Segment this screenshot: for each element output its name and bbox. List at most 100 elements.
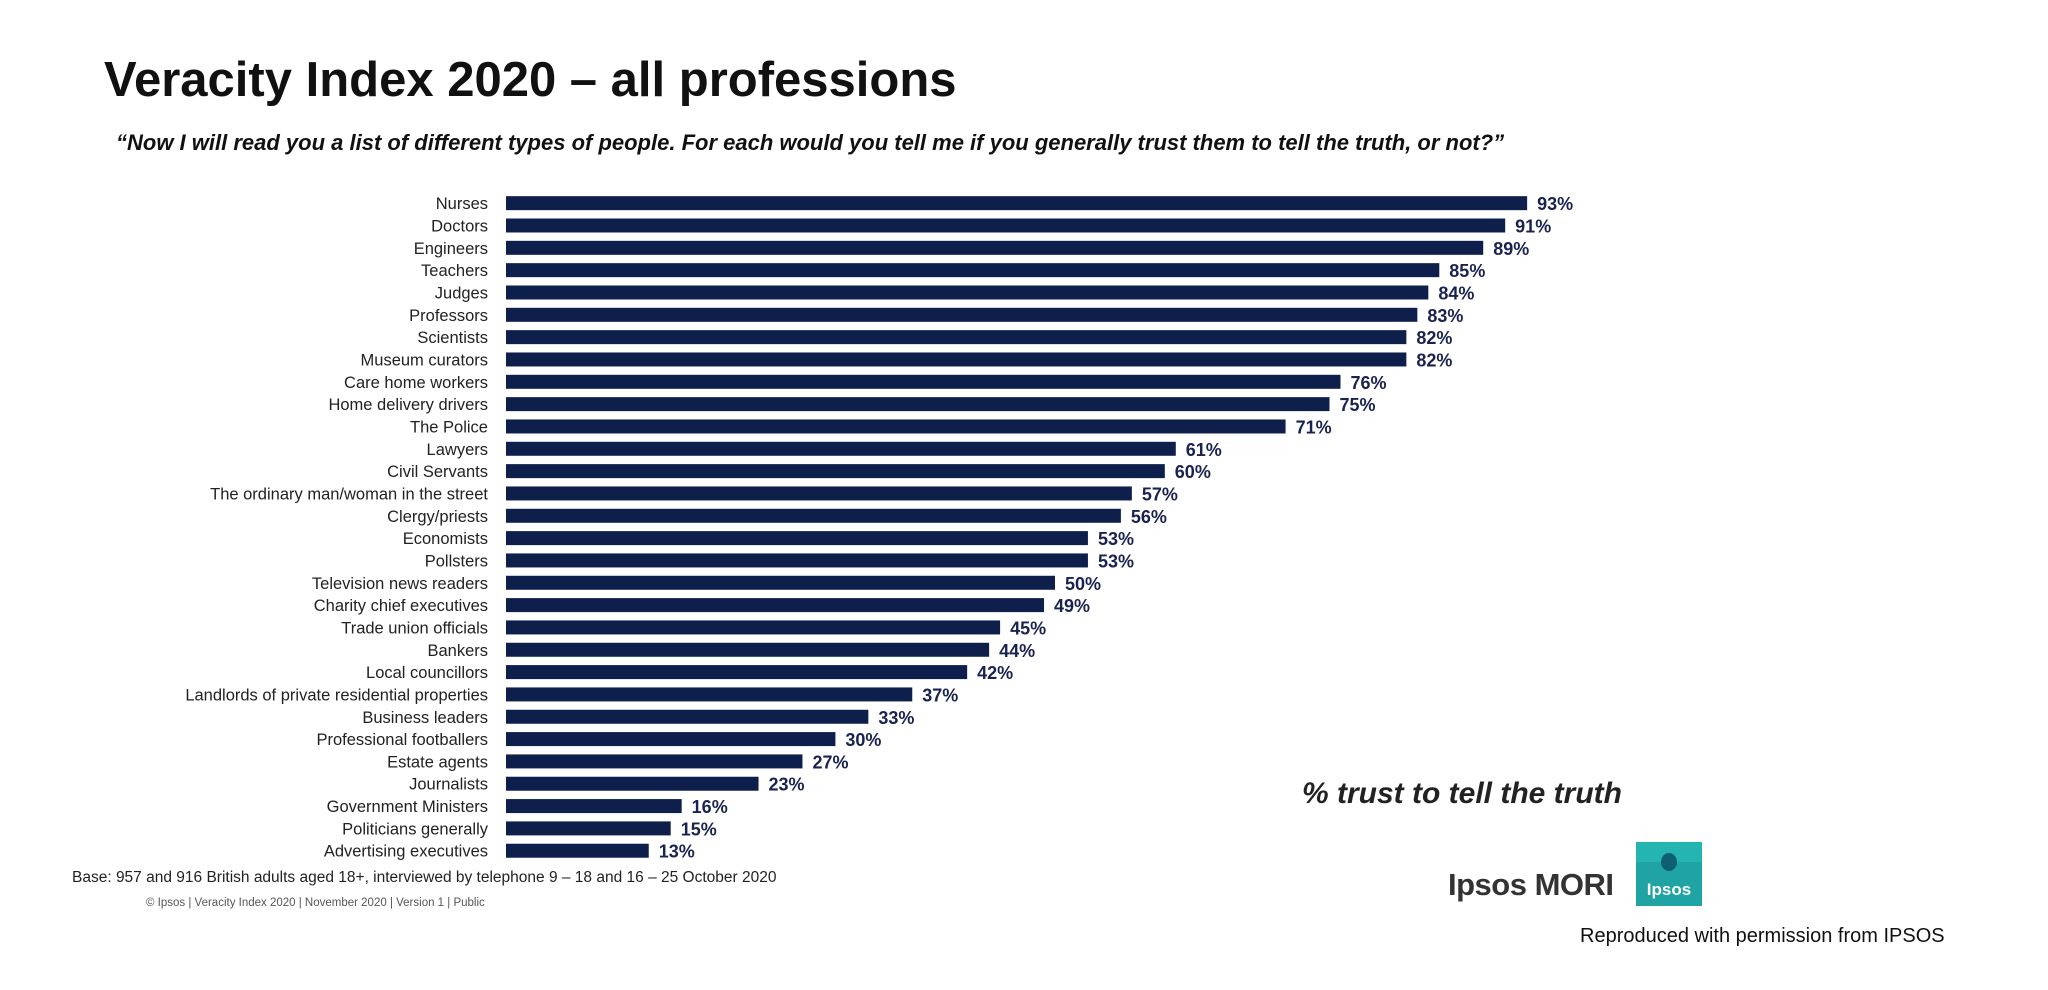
credit-note: Reproduced with permission from IPSOS — [1580, 925, 1945, 947]
data-label: 75% — [1340, 395, 1376, 415]
bar — [506, 575, 1055, 590]
bar — [506, 464, 1165, 479]
data-label: 85% — [1449, 261, 1485, 281]
bar — [506, 843, 649, 858]
category-label: Lawyers — [427, 441, 488, 459]
category-label: Clergy/priests — [387, 508, 488, 526]
category-label: Estate agents — [387, 753, 488, 771]
data-label: 83% — [1427, 306, 1463, 326]
bar — [506, 531, 1088, 546]
data-label: 57% — [1142, 484, 1178, 504]
data-label: 53% — [1098, 551, 1134, 571]
bar — [506, 620, 1001, 635]
copyright-note: © Ipsos | Veracity Index 2020 | November… — [146, 897, 485, 909]
category-label: Trade union officials — [341, 619, 488, 637]
bar — [506, 665, 968, 680]
category-label: Local councillors — [366, 664, 488, 682]
measure-label: % trust to tell the truth — [1302, 777, 1622, 810]
category-label: Engineers — [414, 240, 488, 258]
data-label: 60% — [1175, 462, 1211, 482]
bar — [506, 776, 759, 791]
bar — [506, 397, 1330, 412]
category-label: Landlords of private residential propert… — [185, 686, 488, 704]
bar — [506, 799, 682, 814]
bar — [506, 508, 1121, 523]
bar — [506, 486, 1132, 501]
bar — [506, 196, 1528, 211]
bar — [506, 240, 1484, 255]
data-label: 50% — [1065, 574, 1101, 594]
category-label: Professional footballers — [316, 731, 488, 749]
data-label: 91% — [1515, 216, 1551, 236]
data-label: 42% — [977, 663, 1013, 683]
category-label: The ordinary man/woman in the street — [210, 485, 488, 503]
bar — [506, 285, 1429, 300]
base-note: Base: 957 and 916 British adults aged 18… — [72, 869, 777, 886]
data-label: 71% — [1296, 417, 1332, 437]
data-label: 56% — [1131, 507, 1167, 527]
category-label: Journalists — [409, 776, 488, 794]
category-label: Museum curators — [361, 351, 488, 369]
category-label: Professors — [409, 307, 488, 325]
data-label: 89% — [1493, 239, 1529, 259]
data-label: 82% — [1416, 328, 1452, 348]
data-label: 27% — [812, 752, 848, 772]
bar — [506, 330, 1407, 345]
data-label: 44% — [999, 641, 1035, 661]
data-label: 61% — [1186, 440, 1222, 460]
category-label: Pollsters — [425, 552, 488, 570]
category-label: Judges — [435, 284, 488, 302]
data-label: 23% — [769, 775, 805, 795]
bar-chart: Nurses 93% Doctors 91% Engineers 89% Teachers 8… — [185, 194, 1573, 862]
category-label: Advertising executives — [324, 843, 488, 861]
chart-title: Veracity Index 2020 – all professions — [104, 53, 957, 107]
bar — [506, 709, 869, 724]
data-label: 30% — [845, 730, 881, 750]
data-label: 16% — [692, 797, 728, 817]
category-label: The Police — [410, 418, 488, 436]
category-label: Politicians generally — [342, 820, 489, 838]
data-label: 84% — [1438, 283, 1474, 303]
bar — [506, 441, 1176, 456]
bar — [506, 352, 1407, 367]
brand-name: Ipsos MORI — [1448, 867, 1614, 902]
data-label: 53% — [1098, 529, 1134, 549]
category-label: Economists — [403, 530, 488, 548]
bar — [506, 419, 1286, 434]
data-label: 45% — [1010, 618, 1046, 638]
category-label: Nurses — [436, 195, 488, 213]
category-label: Home delivery drivers — [328, 396, 488, 414]
bar — [506, 642, 990, 657]
data-label: 13% — [659, 842, 695, 862]
data-label: 33% — [878, 708, 914, 728]
category-label: Scientists — [417, 329, 488, 347]
bar — [506, 307, 1418, 322]
data-label: 49% — [1054, 596, 1090, 616]
bar — [506, 374, 1341, 389]
bar — [506, 553, 1088, 568]
category-label: Government Ministers — [327, 798, 488, 816]
ipsos-logo-icon: Ipsos — [1636, 842, 1702, 906]
bar — [506, 821, 671, 836]
data-label: 76% — [1350, 373, 1386, 393]
logo-text: Ipsos — [1647, 880, 1691, 899]
bar — [506, 732, 836, 747]
bar — [506, 687, 913, 702]
bar — [506, 754, 803, 769]
data-label: 93% — [1537, 194, 1573, 214]
chart-subtitle: “Now I will read you a list of different… — [116, 130, 1505, 155]
category-label: Bankers — [427, 642, 488, 660]
bar — [506, 598, 1045, 613]
category-label: Doctors — [431, 217, 488, 235]
data-label: 37% — [922, 685, 958, 705]
data-label: 15% — [681, 819, 717, 839]
category-label: Charity chief executives — [314, 597, 488, 615]
category-label: Business leaders — [362, 709, 488, 727]
bar — [506, 218, 1506, 233]
category-label: Teachers — [421, 262, 488, 280]
category-label: Care home workers — [344, 374, 488, 392]
bar — [506, 263, 1440, 278]
data-label: 82% — [1416, 350, 1452, 370]
category-label: Civil Servants — [387, 463, 488, 481]
category-label: Television news readers — [312, 575, 488, 593]
